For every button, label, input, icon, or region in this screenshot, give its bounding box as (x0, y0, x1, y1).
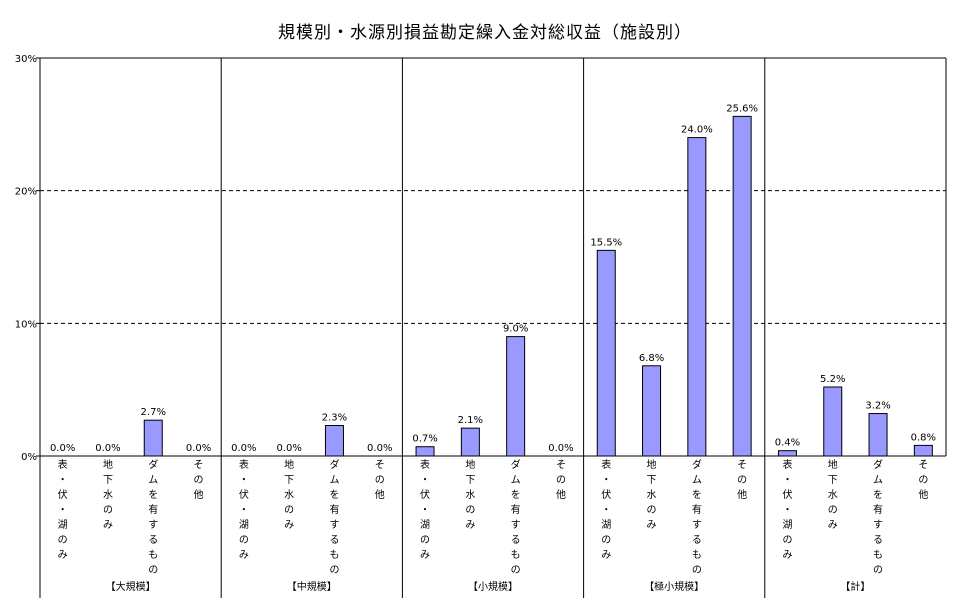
x-category-label: その他 (556, 459, 566, 501)
y-tick-label: 20% (15, 187, 37, 198)
group-label: 【極小規模】 (644, 580, 704, 593)
x-category-label: 地下水のみ (284, 458, 294, 531)
data-label: 0.0% (231, 443, 256, 454)
x-category-label: 表・伏・湖のみ (601, 458, 611, 561)
bar[interactable] (868, 413, 888, 457)
data-label: 9.0% (503, 324, 528, 335)
x-category-label: 地下水のみ (103, 458, 113, 531)
data-label: 0.0% (50, 443, 75, 454)
bar[interactable] (687, 137, 707, 457)
data-label: 2.7% (141, 407, 166, 418)
group-label: 【計】 (840, 580, 870, 593)
bar[interactable] (143, 419, 163, 457)
x-category-label: ダムを有するもの (692, 458, 702, 576)
bar[interactable] (823, 386, 843, 457)
bar[interactable] (777, 450, 797, 457)
x-category-label: 地下水のみ (465, 458, 475, 531)
data-label: 6.8% (639, 353, 664, 364)
bar[interactable] (415, 446, 435, 457)
x-category-label: 表・伏・湖のみ (420, 458, 430, 561)
bar[interactable] (324, 424, 344, 457)
x-category-label: その他 (737, 459, 747, 501)
bar[interactable] (913, 444, 933, 457)
x-category-label: その他 (375, 459, 385, 501)
group-label: 【大規模】 (106, 580, 156, 593)
bar[interactable] (642, 365, 662, 457)
x-category-label: 地下水のみ (647, 458, 657, 531)
x-category-label: ダムを有するもの (148, 458, 158, 576)
x-category-label: 地下水のみ (828, 458, 838, 531)
data-label: 24.0% (681, 125, 713, 136)
x-category-label: 表・伏・湖のみ (782, 458, 792, 561)
x-category-label: ダムを有するもの (329, 458, 339, 576)
x-category-label: ダムを有するもの (511, 458, 521, 576)
bar[interactable] (596, 249, 616, 457)
x-category-label: 表・伏・湖のみ (58, 458, 68, 561)
x-category-label: その他 (918, 459, 928, 501)
data-label: 0.0% (95, 443, 120, 454)
x-category-label: 表・伏・湖のみ (239, 458, 249, 561)
group-label: 【小規模】 (468, 581, 518, 593)
y-tick-label: 30% (15, 54, 37, 65)
data-label: 0.4% (775, 438, 800, 449)
data-label: 0.8% (911, 432, 936, 443)
data-label: 3.2% (865, 401, 890, 412)
bar[interactable] (506, 336, 526, 457)
data-label: 0.0% (367, 443, 392, 454)
chart-title: 規模別・水源別損益勘定繰入金対総収益（施設別） (278, 23, 692, 43)
y-tick-label: 10% (15, 319, 37, 330)
x-category-label: ダムを有するもの (873, 458, 883, 576)
data-label: 25.6% (726, 103, 758, 114)
group-label: 【中規模】 (287, 580, 337, 593)
bar[interactable] (460, 427, 480, 457)
data-label: 2.3% (322, 412, 347, 423)
x-category-label: その他 (194, 459, 204, 501)
y-tick-label: 0% (21, 452, 37, 463)
data-label: 5.2% (820, 374, 845, 385)
data-label: 0.0% (276, 443, 301, 454)
data-label: 2.1% (458, 415, 483, 426)
bar[interactable] (732, 115, 752, 457)
data-label: 0.0% (186, 443, 211, 454)
data-label: 0.7% (412, 434, 437, 445)
data-label: 0.0% (548, 443, 573, 454)
data-label: 15.5% (590, 237, 622, 248)
